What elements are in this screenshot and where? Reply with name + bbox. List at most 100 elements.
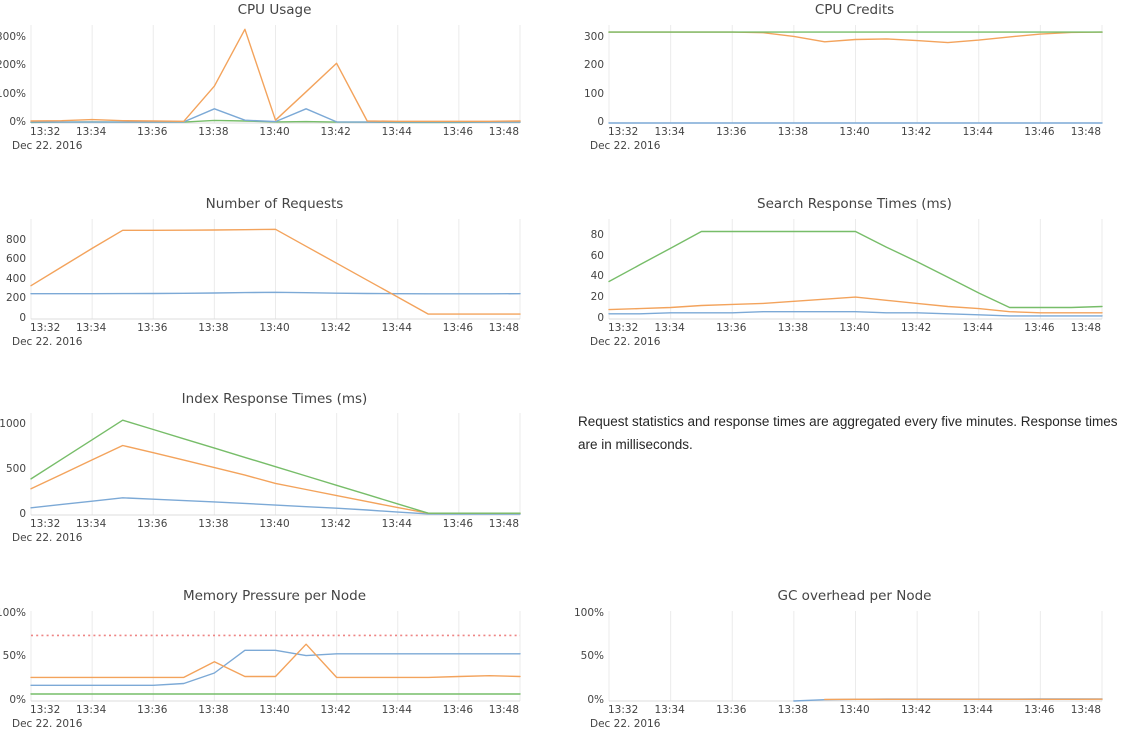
cpu-credits-y-tick-label: 300 [583,30,604,43]
number-of-requests-x-tick-label: 13:42 [320,322,351,334]
memory-pressure-y-tick-label: 0% [9,694,26,706]
search-response-times-date-label: Dec 22. 2016 [590,336,661,348]
gc-overhead-y-tick-label: 50% [580,650,604,663]
search-response-times-x-tick-label: 13:42 [900,322,932,334]
index-response-times-x-tick-label: 13:34 [75,518,107,530]
number-of-requests-x-tick-label: 13:40 [259,322,290,334]
index-response-times-plot[interactable] [30,412,521,516]
index-response-times-x-tick-label: 13:36 [137,518,168,530]
cpu-credits-title: CPU Credits [814,2,895,18]
number-of-requests-x-tick-label: 13:46 [442,322,473,334]
search-response-times-x-tick-label: 13:48 [1070,322,1101,334]
index-response-times-x-tick-label: 13:32 [30,518,61,530]
cpu-credits-y-tick-label: 200 [583,59,604,72]
number-of-requests-title: Number of Requests [205,196,344,212]
number-of-requests-y-tick-label: 400 [5,272,26,285]
search-response-times-y-tick-label: 80 [590,228,604,241]
series-line-blue [30,108,521,123]
memory-pressure-x-tick-label: 13:36 [137,704,168,716]
number-of-requests-plot[interactable] [30,218,521,320]
search-response-times-y-tick-label: 40 [590,270,604,283]
cpu-credits-x-tick-label: 13:32 [608,126,639,138]
search-response-times-x-tick-label: 13:46 [1024,322,1055,334]
cpu-credits-x-tick-label: 13:38 [777,126,808,138]
cpu-credits-x-tick-label: 13:40 [839,126,870,138]
memory-pressure-x-tick-label: 13:46 [442,704,473,716]
gc-overhead-y-tick-label: 100% [573,606,604,619]
cpu-credits-x-tick-label: 13:46 [1024,126,1055,138]
number-of-requests-x-tick-label: 13:48 [488,322,519,334]
cpu-usage-date-label: Dec 22. 2016 [12,140,83,152]
gc-overhead-x-tick-label: 13:36 [716,704,747,716]
series-line-orange [30,228,521,315]
cpu-usage-x-tick-label: 13:48 [488,126,519,138]
gc-overhead-date-label: Dec 22. 2016 [590,718,661,730]
gc-overhead-x-tick-label: 13:38 [777,704,808,716]
index-response-times-x-tick-label: 13:44 [381,518,412,530]
search-response-times-x-tick-label: 13:34 [654,322,685,334]
series-line-blue [608,310,1103,317]
search-response-times-y-tick-label: 20 [590,291,604,304]
index-response-times-x-tick-label: 13:46 [442,518,473,530]
cpu-usage-x-tick-label: 13:44 [381,126,412,138]
index-response-times-x-tick-label: 13:48 [488,518,519,530]
cpu-usage-title: CPU Usage [237,2,312,18]
gc-overhead-plot[interactable] [608,610,1103,702]
cpu-credits-plot[interactable] [608,24,1103,124]
memory-pressure-x-tick-label: 13:34 [75,704,107,716]
number-of-requests-x-tick-label: 13:36 [137,322,168,334]
cpu-usage-y-tick-label: 100% [0,87,26,100]
cpu-credits-date-label: Dec 22. 2016 [590,140,661,152]
cpu-usage-x-tick-label: 13:36 [137,126,168,138]
memory-pressure-x-tick-label: 13:38 [198,704,229,716]
index-response-times-title: Index Response Times (ms) [181,391,368,407]
series-line-blue [30,649,521,687]
memory-pressure-y-tick-label: 100% [0,606,26,619]
cpu-usage-x-tick-label: 13:34 [75,126,107,138]
gc-overhead-x-tick-label: 13:42 [900,704,932,716]
number-of-requests-x-tick-label: 13:38 [198,322,229,334]
gc-overhead-x-tick-label: 13:48 [1070,704,1101,716]
cpu-usage-y-tick-label: 300% [0,30,26,43]
search-response-times-y-tick-label: 0 [597,312,604,324]
cpu-usage-x-tick-label: 13:42 [320,126,351,138]
number-of-requests-x-tick-label: 13:44 [381,322,412,334]
gc-overhead-x-tick-label: 13:34 [654,704,685,716]
gc-overhead-x-tick-label: 13:32 [608,704,639,716]
search-response-times-plot[interactable] [608,218,1103,320]
series-line-green [608,230,1103,309]
cpu-usage-x-tick-label: 13:46 [442,126,473,138]
number-of-requests-x-tick-label: 13:34 [75,322,107,334]
series-line-orange [608,296,1103,314]
cpu-credits-y-tick-label: 0 [597,116,604,128]
number-of-requests-y-tick-label: 200 [5,292,26,305]
aggregation-note: Request statistics and response times ar… [578,414,1118,452]
number-of-requests-x-tick-label: 13:32 [30,322,61,334]
search-response-times-x-tick-label: 13:44 [962,322,993,334]
series-line-orange [30,643,521,679]
number-of-requests-y-tick-label: 600 [5,253,26,266]
cpu-usage-plot[interactable] [30,24,521,124]
gc-overhead-x-tick-label: 13:44 [962,704,993,716]
memory-pressure-plot[interactable] [30,610,521,702]
series-line-blue [30,497,521,515]
series-line-blue [30,291,521,295]
cpu-credits-x-tick-label: 13:34 [654,126,685,138]
series-line-green [30,419,521,514]
memory-pressure-x-tick-label: 13:44 [381,704,412,716]
series-line-orange [30,28,521,123]
cpu-credits-y-tick-label: 100 [583,87,604,100]
memory-pressure-x-tick-label: 13:32 [30,704,61,716]
memory-pressure-date-label: Dec 22. 2016 [12,718,83,730]
index-response-times-date-label: Dec 22. 2016 [12,532,83,544]
search-response-times-x-tick-label: 13:40 [839,322,870,334]
cpu-credits-x-tick-label: 13:42 [900,126,932,138]
index-response-times-x-tick-label: 13:38 [198,518,229,530]
search-response-times-x-tick-label: 13:38 [777,322,808,334]
gc-overhead-y-tick-label: 0% [587,694,604,706]
number-of-requests-y-tick-label: 0 [19,312,26,324]
search-response-times-title: Search Response Times (ms) [757,196,952,212]
memory-pressure-y-tick-label: 50% [2,650,26,663]
cpu-usage-y-tick-label: 200% [0,59,26,72]
